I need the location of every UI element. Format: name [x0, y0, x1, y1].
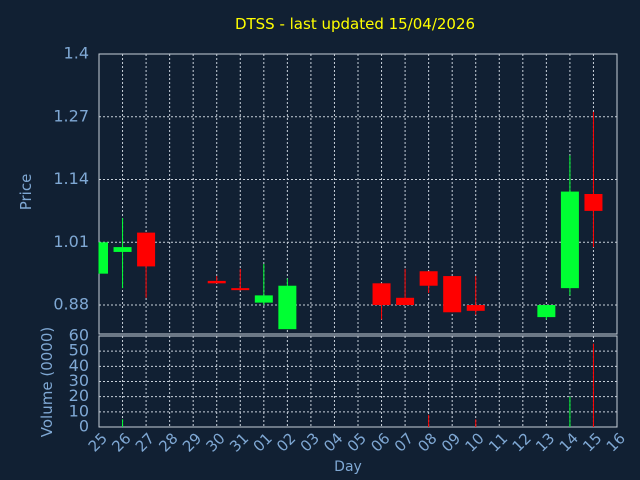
candle-down	[137, 232, 156, 298]
x-axis-label: Day	[334, 459, 362, 475]
candle-down	[372, 283, 391, 320]
volume-tick-label: 10	[69, 401, 89, 420]
candle-body	[537, 305, 556, 318]
candle-up	[113, 218, 132, 289]
candle-up	[537, 305, 556, 320]
candle-body	[560, 191, 579, 289]
candle-down	[443, 276, 462, 313]
x-axis: 2526272829303101020304050607080910111213…	[85, 429, 629, 455]
price-tick-label: 0.88	[53, 295, 89, 314]
chart-title: DTSS - last updated 15/04/2026	[235, 15, 475, 33]
volume-tick-label: 20	[69, 386, 89, 405]
volume-axis-label: Volume (0000)	[38, 327, 56, 437]
candle-body	[584, 194, 603, 211]
candle-body	[278, 285, 297, 330]
candle-body	[419, 271, 438, 286]
volume-tick-label: 40	[69, 356, 89, 375]
candle-body	[113, 247, 132, 252]
price-tick-label: 1.27	[53, 106, 89, 125]
candle-body	[254, 295, 273, 303]
candle-body	[443, 276, 462, 313]
price-panel: 1.4 1.27 1.14 1.01 0.88	[53, 44, 618, 335]
candle-body	[137, 232, 156, 267]
price-tick-label: 1.4	[64, 44, 89, 63]
candle-down	[231, 268, 250, 291]
candle-up	[254, 264, 273, 306]
candle-body	[207, 280, 226, 284]
candle-body	[99, 242, 108, 274]
candle-body	[231, 288, 250, 291]
volume-tick-label: 30	[69, 371, 89, 390]
price-axis-label: Price	[17, 174, 35, 211]
volume-tick-label: 60	[69, 326, 89, 345]
candle-body	[396, 297, 415, 306]
candle-up	[278, 278, 297, 330]
candle-up	[98, 242, 108, 274]
candle-down	[207, 276, 226, 284]
candle-down	[396, 268, 415, 306]
candle-body	[466, 305, 485, 311]
volume-tick-label: 0	[79, 417, 89, 436]
price-tick-label: 1.01	[53, 232, 89, 251]
price-tick-label: 1.14	[53, 169, 89, 188]
candle-up	[560, 155, 579, 296]
candle-down	[466, 276, 485, 315]
candle-body	[372, 283, 391, 306]
candle-down	[419, 271, 438, 293]
candle-down	[584, 111, 603, 248]
volume-tick-label: 50	[69, 341, 89, 360]
